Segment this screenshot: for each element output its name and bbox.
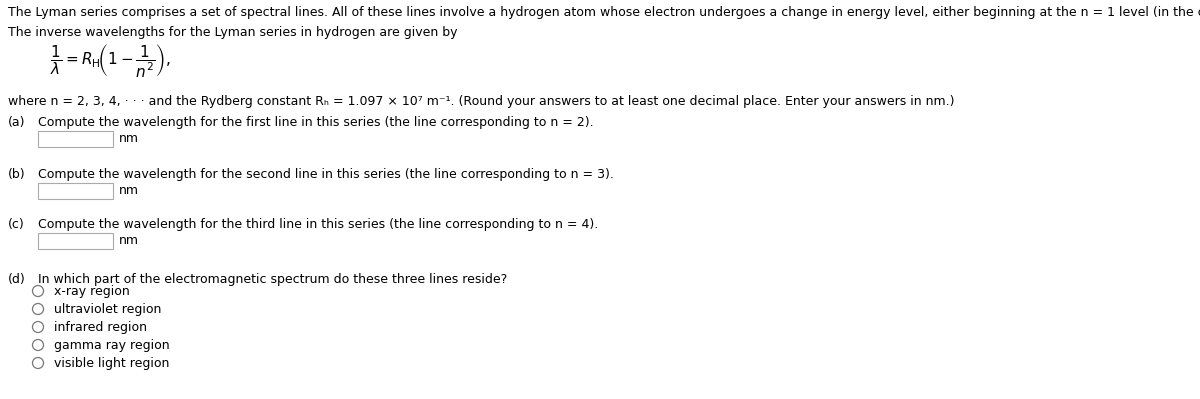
Text: Compute the wavelength for the first line in this series (the line corresponding: Compute the wavelength for the first lin… xyxy=(38,116,594,129)
Text: In which part of the electromagnetic spectrum do these three lines reside?: In which part of the electromagnetic spe… xyxy=(38,273,508,286)
Text: Compute the wavelength for the second line in this series (the line correspondin: Compute the wavelength for the second li… xyxy=(38,168,614,181)
Text: nm: nm xyxy=(119,184,139,198)
FancyBboxPatch shape xyxy=(38,233,113,249)
Text: infrared region: infrared region xyxy=(54,320,148,334)
Text: The inverse wavelengths for the Lyman series in hydrogen are given by: The inverse wavelengths for the Lyman se… xyxy=(8,26,457,39)
Text: gamma ray region: gamma ray region xyxy=(54,338,169,352)
Text: (c): (c) xyxy=(8,218,25,231)
Text: visible light region: visible light region xyxy=(54,356,169,369)
Text: nm: nm xyxy=(119,235,139,247)
Text: (d): (d) xyxy=(8,273,25,286)
Text: (b): (b) xyxy=(8,168,25,181)
Text: Compute the wavelength for the third line in this series (the line corresponding: Compute the wavelength for the third lin… xyxy=(38,218,599,231)
Text: The Lyman series comprises a set of spectral lines. All of these lines involve a: The Lyman series comprises a set of spec… xyxy=(8,6,1200,19)
Text: x-ray region: x-ray region xyxy=(54,284,130,298)
Text: $\dfrac{1}{\lambda} = R_{\mathrm{H}}\!\left(1 - \dfrac{1}{n^2}\right),$: $\dfrac{1}{\lambda} = R_{\mathrm{H}}\!\l… xyxy=(50,42,170,79)
Text: ultraviolet region: ultraviolet region xyxy=(54,302,161,316)
Text: (a): (a) xyxy=(8,116,25,129)
FancyBboxPatch shape xyxy=(38,131,113,147)
FancyBboxPatch shape xyxy=(38,183,113,199)
Text: where n = 2, 3, 4, · · · and the Rydberg constant Rₕ = 1.097 × 10⁷ m⁻¹. (Round y: where n = 2, 3, 4, · · · and the Rydberg… xyxy=(8,95,954,108)
Text: nm: nm xyxy=(119,132,139,146)
